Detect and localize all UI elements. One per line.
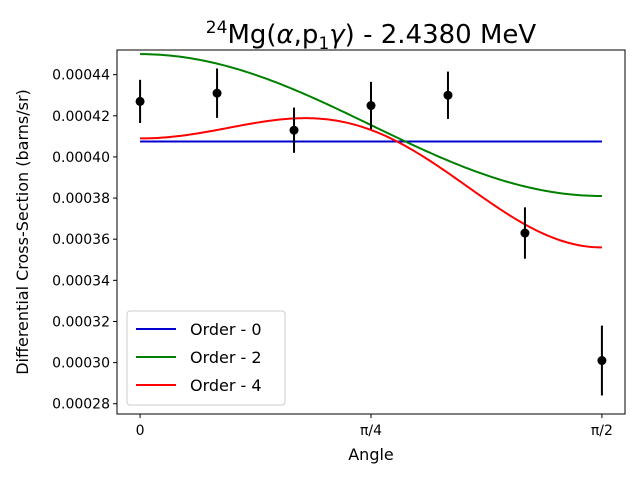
y-tick-label: 0.00044 <box>52 68 110 84</box>
y-axis-ticks: 0.00028 0.00030 0.00032 0.00034 0.00036 0.000… <box>52 68 117 413</box>
y-tick-label: 0.00040 <box>52 150 110 166</box>
title-particle-index: 1 <box>318 34 329 54</box>
data-point <box>289 125 299 135</box>
legend-box <box>126 310 286 406</box>
x-tick-label: π/4 <box>360 423 382 439</box>
x-axis-label: Angle <box>348 445 394 464</box>
series-line-2 <box>140 117 602 249</box>
y-tick-label: 0.00030 <box>52 356 110 372</box>
data-points <box>135 68 607 396</box>
chart-title: 24Mg(α,p1γ) - 2.4380 MeV <box>206 18 537 54</box>
x-axis-ticks: 0 π/4 π/2 <box>136 414 613 439</box>
title-gamma: γ <box>329 20 346 50</box>
y-tick-label: 0.00028 <box>52 397 110 413</box>
data-point <box>520 228 530 238</box>
title-element: Mg <box>227 20 266 50</box>
y-tick-label: 0.00034 <box>52 273 110 289</box>
data-point <box>135 96 145 106</box>
y-tick-label: 0.00038 <box>52 191 110 207</box>
data-point <box>212 88 222 98</box>
y-tick-label: 0.00036 <box>52 232 110 248</box>
data-point <box>597 356 607 366</box>
legend-label: Order - 4 <box>190 376 262 395</box>
y-axis-label: Differential Cross-Section (barns/sr) <box>13 89 32 375</box>
title-projectile: α <box>277 20 294 50</box>
y-tick-label: 0.00042 <box>52 109 110 125</box>
legend-label: Order - 2 <box>190 348 262 367</box>
x-tick-label: π/2 <box>591 423 613 439</box>
x-tick-label: 0 <box>136 423 145 439</box>
title-mass-number: 24 <box>206 18 228 38</box>
data-point <box>366 101 376 111</box>
data-point <box>443 90 453 100</box>
legend: Order - 0 Order - 2 Order - 4 <box>126 310 286 406</box>
legend-label: Order - 0 <box>190 320 262 339</box>
y-tick-label: 0.00032 <box>52 314 110 330</box>
title-energy: - 2.4380 MeV <box>355 20 537 50</box>
